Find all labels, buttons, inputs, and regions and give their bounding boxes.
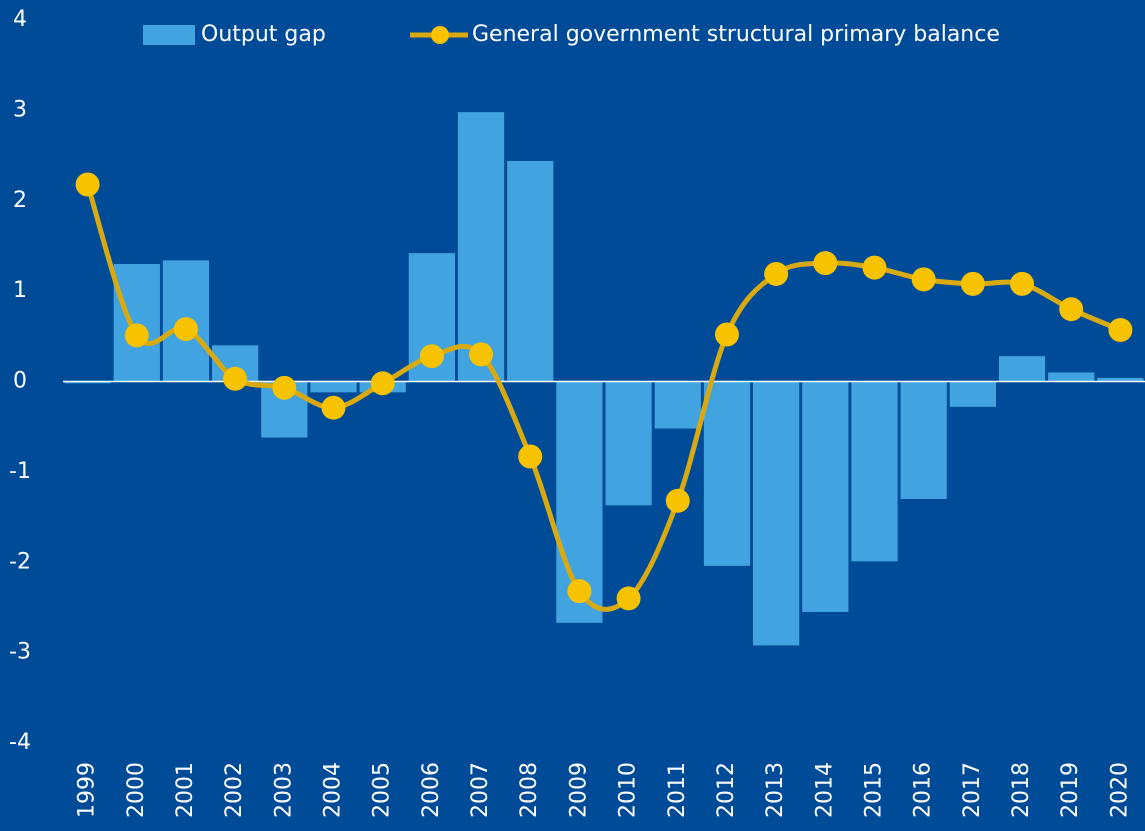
bar (851, 381, 898, 562)
x-tick-label: 2005 (370, 762, 395, 818)
line-point (960, 271, 985, 296)
line-point (1010, 271, 1035, 296)
x-tick-label: 2013 (763, 762, 788, 818)
x-tick-label: 1999 (75, 762, 100, 818)
y-tick-label: -1 (9, 459, 31, 484)
line-point (518, 444, 543, 469)
x-tick-label: 2002 (222, 762, 247, 818)
legend-label: General government structural primary ba… (472, 22, 1000, 47)
y-tick-label: 2 (13, 188, 27, 213)
x-tick-label: 2016 (911, 762, 936, 818)
bar (703, 381, 751, 566)
line-point (665, 488, 690, 513)
y-tick-label: -3 (9, 640, 31, 665)
line-point (173, 317, 198, 342)
line-point (272, 375, 297, 400)
line-point (764, 261, 789, 286)
line-point (75, 172, 100, 197)
line-point (567, 579, 592, 604)
x-tick-label: 2012 (714, 762, 739, 818)
bar (753, 381, 800, 646)
line-point (124, 323, 149, 348)
bar (949, 381, 996, 407)
bar (507, 160, 554, 382)
bar (654, 381, 701, 429)
line-point (1059, 297, 1084, 322)
y-tick-label: 0 (13, 369, 27, 394)
x-tick-label: 2003 (271, 762, 296, 818)
bar (900, 381, 947, 499)
x-tick-label: 2010 (616, 762, 641, 818)
x-tick-label: 2009 (566, 762, 591, 818)
bar (1097, 377, 1144, 382)
x-tick-label: 2019 (1058, 762, 1083, 818)
legend-swatch (431, 26, 449, 44)
x-tick-label: 2004 (321, 762, 346, 818)
x-tick-label: 2014 (812, 762, 837, 818)
bar (310, 381, 357, 393)
line-point (223, 366, 248, 391)
y-tick-label: 4 (13, 7, 27, 32)
bar (605, 381, 652, 506)
x-tick-label: 2000 (124, 762, 149, 818)
line-point (911, 267, 936, 292)
line-point (321, 395, 346, 420)
bar (113, 264, 160, 382)
line-point (813, 251, 838, 276)
x-tick-label: 2001 (173, 762, 198, 818)
bar (457, 112, 505, 382)
line-point (370, 371, 395, 396)
bar (802, 381, 849, 612)
y-tick-label: 1 (13, 278, 27, 303)
x-tick-label: 2015 (862, 762, 887, 818)
x-tick-label: 2011 (665, 762, 690, 818)
legend-swatch (143, 25, 195, 45)
bar (998, 356, 1046, 382)
legend-label: Output gap (201, 22, 326, 47)
line-point (419, 344, 444, 369)
x-tick-label: 2007 (468, 762, 493, 818)
x-tick-label: 2020 (1107, 762, 1132, 818)
line-point (862, 255, 887, 280)
y-tick-label: 3 (13, 97, 27, 122)
line-point (616, 586, 641, 611)
line-point (469, 342, 494, 367)
y-tick-label: -4 (9, 730, 31, 755)
line-point (1108, 317, 1133, 342)
x-tick-label: 2018 (1009, 762, 1034, 818)
line-point (714, 322, 739, 347)
bar (64, 381, 111, 384)
x-tick-label: 2008 (517, 762, 542, 818)
y-tick-label: -2 (9, 549, 31, 574)
bar (1048, 372, 1095, 382)
x-tick-label: 2017 (960, 762, 985, 818)
x-tick-label: 2006 (419, 762, 444, 818)
